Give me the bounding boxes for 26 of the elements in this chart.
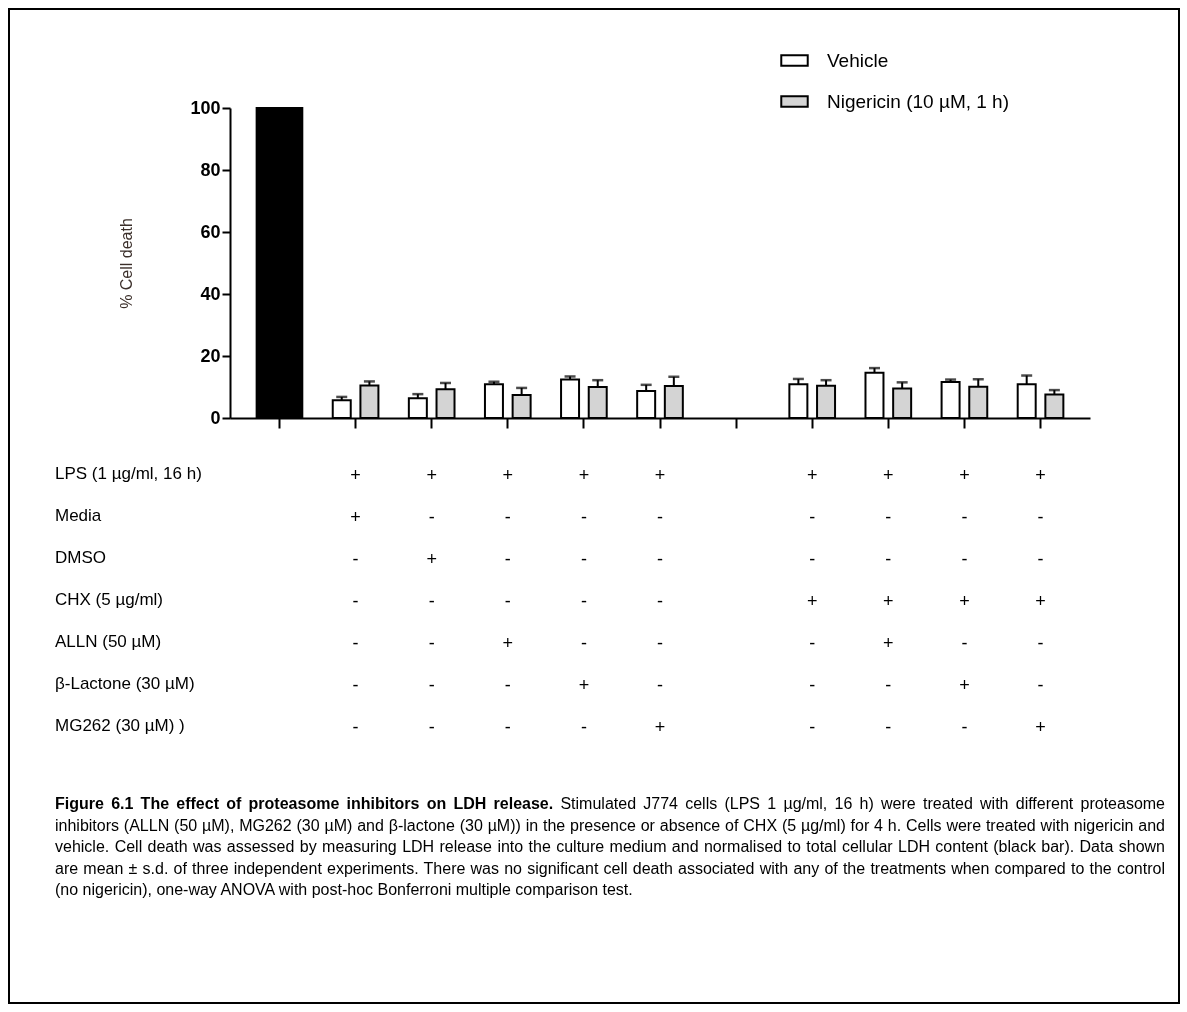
legend-label: Vehicle xyxy=(827,49,889,71)
y-tick-label: 80 xyxy=(200,159,221,180)
y-tick-label: 20 xyxy=(200,345,221,366)
category-label: + - - + - - + xyxy=(1035,464,1046,737)
y-tick-label: 40 xyxy=(200,283,221,304)
category-label: + - - - - + - xyxy=(578,464,590,737)
category-label: + + - - - - - xyxy=(350,464,361,737)
text: DMSO xyxy=(55,548,106,568)
category-label: + - - - - - + xyxy=(654,464,666,737)
category-label: + - + - - - - xyxy=(426,464,437,737)
text: ALLN (50 µM) xyxy=(55,632,162,652)
y-tick-label: 100 xyxy=(190,97,221,118)
text: LPS (1 µg/ml, 16 h) xyxy=(55,464,202,484)
y-tick-label: 60 xyxy=(200,221,221,242)
category-label: + - - - + - - xyxy=(502,464,514,737)
text: MG262 (30 µM) ) xyxy=(55,716,185,736)
y-tick-label: 0 xyxy=(210,407,221,428)
category-label: + - - + - - - xyxy=(806,464,818,737)
text: Media xyxy=(55,506,102,526)
text: β-Lactone (30 µM) xyxy=(55,674,195,694)
caption: Figure 6.1 The effect of proteasome inhibitors on LDH release. xyxy=(55,795,554,812)
category-label: + - - + - + - xyxy=(959,464,970,737)
text: CHX (5 µg/ml) xyxy=(55,590,164,610)
legend-label: Nigericin (10 µM, 1 h) xyxy=(827,90,1010,112)
y-axis-title: % Cell death xyxy=(118,218,136,309)
category-label: + - - + + - - xyxy=(883,464,894,737)
